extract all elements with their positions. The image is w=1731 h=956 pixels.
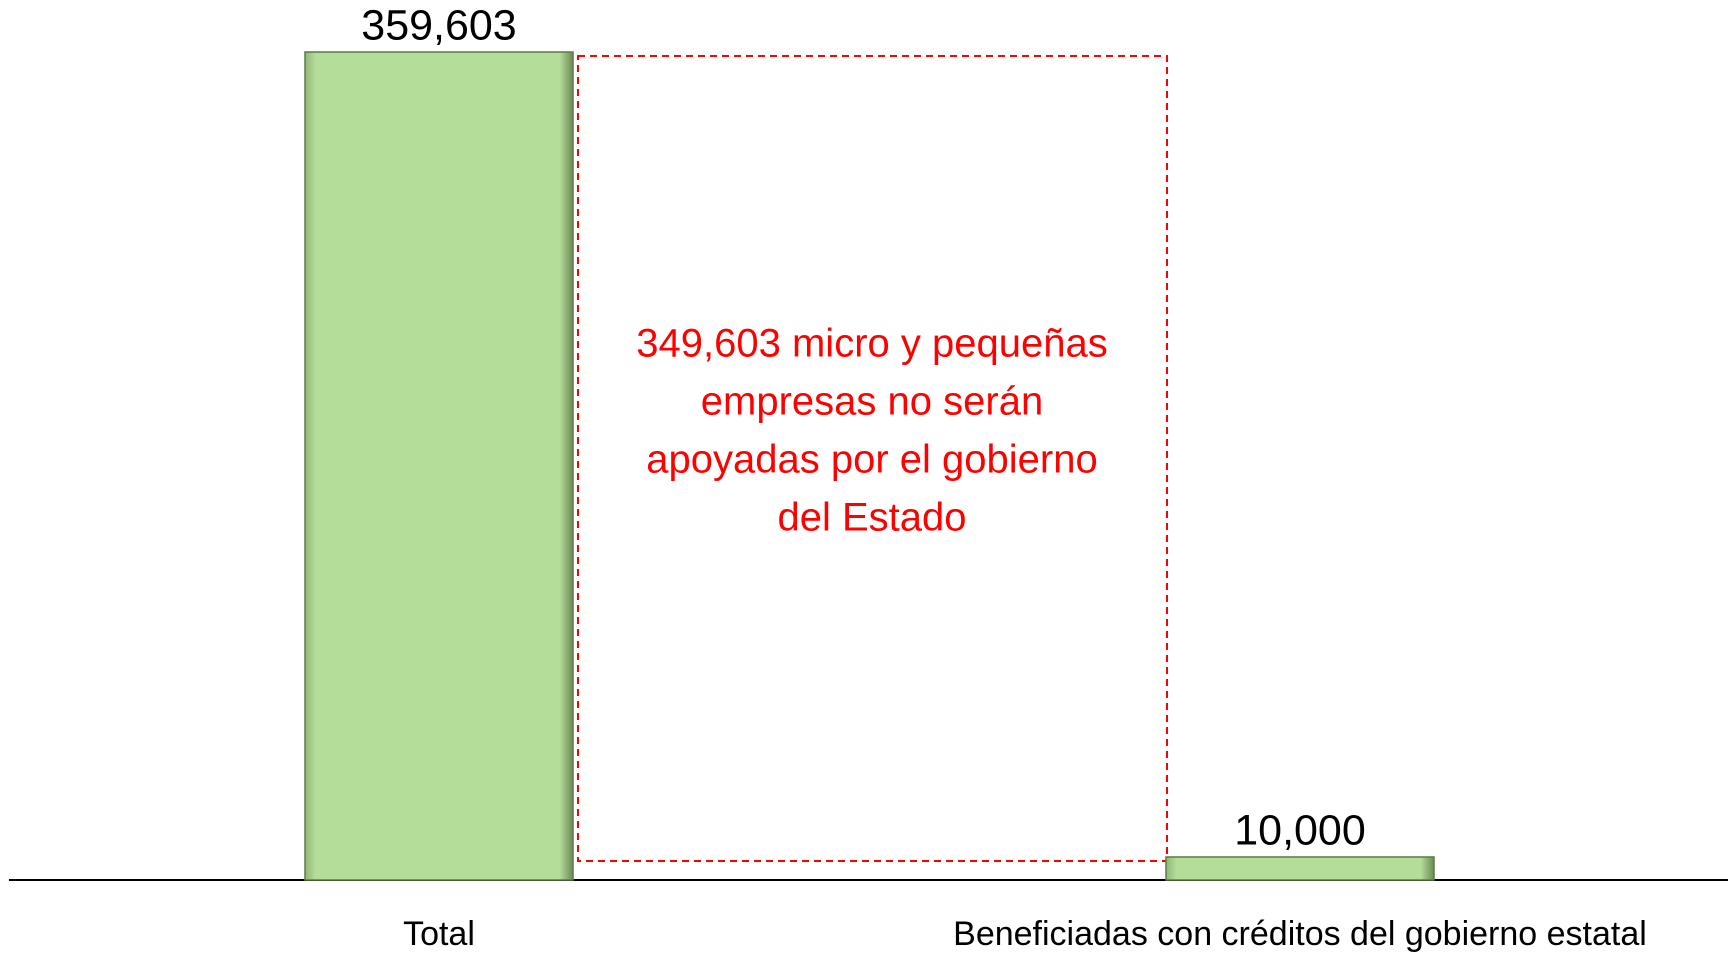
- annotation-line: 349,603 micro y pequeñas: [636, 322, 1107, 366]
- bar: [1165, 856, 1435, 881]
- annotation-line: del Estado: [777, 496, 966, 540]
- annotation-line: empresas no serán: [701, 380, 1043, 424]
- x-tick-label: Total: [403, 915, 475, 953]
- bar: [304, 51, 574, 881]
- value-label: 359,603: [361, 1, 516, 49]
- value-label: 10,000: [1234, 806, 1366, 854]
- annotation-line: apoyadas por el gobierno: [646, 438, 1097, 482]
- x-tick-label: Beneficiadas con créditos del gobierno e…: [953, 915, 1647, 953]
- difference-box: [577, 55, 1168, 862]
